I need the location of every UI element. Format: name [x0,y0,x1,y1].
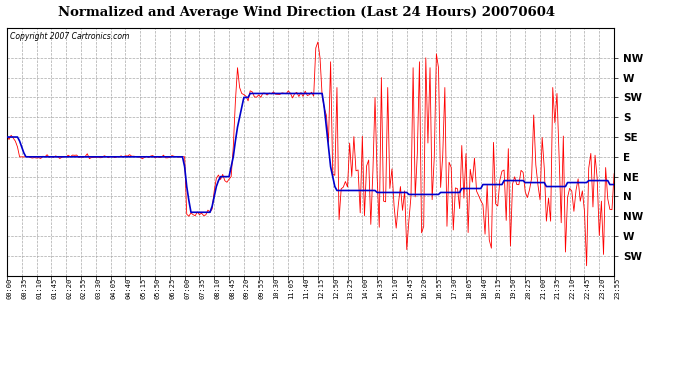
Text: 01:45: 01:45 [51,278,57,299]
Text: 21:35: 21:35 [555,278,561,299]
Text: 21:00: 21:00 [540,278,546,299]
Text: 02:20: 02:20 [66,278,72,299]
Text: 09:20: 09:20 [244,278,250,299]
Text: 07:00: 07:00 [185,278,190,299]
Text: 08:10: 08:10 [214,278,220,299]
Text: 12:15: 12:15 [318,278,324,299]
Text: 07:35: 07:35 [199,278,206,299]
Text: 23:20: 23:20 [600,278,605,299]
Text: Copyright 2007 Cartronics.com: Copyright 2007 Cartronics.com [10,32,129,41]
Text: 11:05: 11:05 [288,278,295,299]
Text: 01:10: 01:10 [37,278,43,299]
Text: 15:45: 15:45 [407,278,413,299]
Text: 22:45: 22:45 [584,278,591,299]
Text: 23:55: 23:55 [614,278,620,299]
Text: 00:35: 00:35 [21,278,28,299]
Text: 14:00: 14:00 [362,278,368,299]
Text: 22:10: 22:10 [570,278,575,299]
Text: 17:30: 17:30 [451,278,457,299]
Text: 00:00: 00:00 [7,278,13,299]
Text: 10:30: 10:30 [273,278,279,299]
Text: 19:15: 19:15 [495,278,502,299]
Text: 20:25: 20:25 [525,278,531,299]
Text: 03:30: 03:30 [96,278,101,299]
Text: 12:50: 12:50 [333,278,339,299]
Text: 05:15: 05:15 [140,278,146,299]
Text: 13:25: 13:25 [348,278,353,299]
Text: 15:10: 15:10 [392,278,398,299]
Text: 16:20: 16:20 [422,278,428,299]
Text: 04:05: 04:05 [110,278,117,299]
Text: 08:45: 08:45 [229,278,235,299]
Text: 18:05: 18:05 [466,278,472,299]
Text: 11:40: 11:40 [303,278,309,299]
Text: 14:35: 14:35 [377,278,383,299]
Text: 09:55: 09:55 [259,278,265,299]
Text: 16:55: 16:55 [436,278,442,299]
Text: 04:40: 04:40 [126,278,131,299]
Text: 05:50: 05:50 [155,278,161,299]
Text: 02:55: 02:55 [81,278,87,299]
Text: Normalized and Average Wind Direction (Last 24 Hours) 20070604: Normalized and Average Wind Direction (L… [59,6,555,19]
Text: 06:25: 06:25 [170,278,176,299]
Text: 18:40: 18:40 [481,278,487,299]
Text: 19:50: 19:50 [511,278,516,299]
